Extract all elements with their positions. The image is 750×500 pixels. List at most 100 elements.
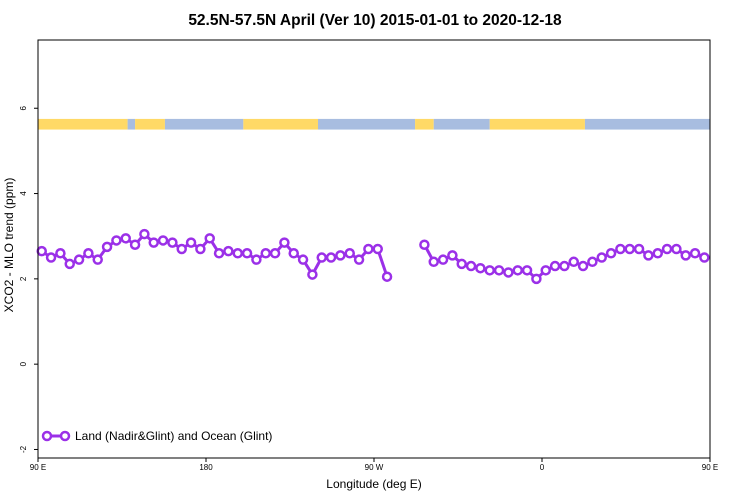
land-ocean-strip xyxy=(38,118,710,130)
y-tick-label: 0 xyxy=(19,361,28,366)
data-point xyxy=(512,265,523,276)
data-point xyxy=(587,256,598,268)
data-point xyxy=(447,250,458,261)
data-point xyxy=(73,254,85,265)
legend-marker-icon xyxy=(59,430,71,442)
legend: Land (Nadir&Glint) and Ocean (Glint) xyxy=(41,429,272,443)
x-tick-label: 90 W xyxy=(365,463,384,472)
data-point xyxy=(344,248,355,259)
x-axis: 90 E 180 90 W 0 90 E xyxy=(30,458,718,472)
data-point xyxy=(577,260,589,272)
data-point xyxy=(45,252,57,263)
data-point xyxy=(680,250,691,261)
data-point xyxy=(129,239,141,250)
data-point xyxy=(419,239,430,250)
data-point xyxy=(36,245,47,257)
data-point xyxy=(372,243,383,255)
data-point xyxy=(671,243,682,255)
data-point xyxy=(92,254,103,265)
data-point xyxy=(185,237,197,248)
data-point xyxy=(381,271,393,282)
data-point xyxy=(633,243,645,255)
data-point xyxy=(652,248,663,259)
strip-ocean xyxy=(127,118,136,130)
strip-ocean xyxy=(433,118,490,130)
y-tick-label: 2 xyxy=(19,276,28,281)
data-point xyxy=(335,250,346,261)
data-point xyxy=(689,248,701,259)
data-point xyxy=(568,256,579,268)
data-point xyxy=(596,252,607,263)
data-point xyxy=(111,235,122,246)
data-point xyxy=(167,237,178,248)
y-tick-label: -2 xyxy=(19,445,28,453)
x-tick-label: 90 E xyxy=(702,463,718,472)
data-point xyxy=(428,256,439,268)
data-point xyxy=(531,273,542,285)
data-point xyxy=(176,243,187,255)
data-point xyxy=(493,265,505,276)
series-layer xyxy=(36,228,710,285)
data-point xyxy=(503,267,514,278)
data-point xyxy=(288,248,299,259)
data-point xyxy=(316,252,327,263)
data-point xyxy=(559,260,570,272)
data-point xyxy=(204,233,215,244)
x-tick-label: 180 xyxy=(199,463,213,472)
data-point xyxy=(605,248,617,259)
data-point xyxy=(148,237,159,248)
data-point xyxy=(475,262,486,274)
data-point xyxy=(297,254,309,265)
data-point xyxy=(661,243,673,255)
data-point xyxy=(465,260,477,272)
data-point xyxy=(139,228,150,240)
strip-land xyxy=(135,118,165,130)
data-point xyxy=(120,233,131,244)
strip-ocean xyxy=(164,118,244,130)
strip-land xyxy=(489,118,585,130)
strip-land xyxy=(243,118,318,130)
data-point xyxy=(521,265,533,276)
chart-title: 52.5N-57.5N April (Ver 10) 2015-01-01 to… xyxy=(188,12,562,29)
data-point xyxy=(325,252,337,263)
data-point xyxy=(279,237,290,248)
data-point xyxy=(484,265,495,276)
x-axis-label: Longitude (deg E) xyxy=(326,477,421,491)
strip-land xyxy=(415,118,434,130)
data-point xyxy=(615,243,626,255)
data-point xyxy=(55,248,66,259)
y-tick-label: 4 xyxy=(19,191,28,196)
data-point xyxy=(699,252,710,263)
strip-land xyxy=(38,118,128,130)
data-point xyxy=(549,260,561,272)
data-point xyxy=(64,258,75,270)
data-point xyxy=(260,248,271,259)
data-point xyxy=(624,243,635,255)
data-point xyxy=(251,254,262,265)
data-point xyxy=(232,248,243,259)
data-point xyxy=(353,254,365,265)
x-tick-label: 0 xyxy=(540,463,545,472)
x-tick-label: 90 E xyxy=(30,463,46,472)
data-point xyxy=(195,243,206,255)
strip-ocean xyxy=(584,118,710,130)
strip-ocean xyxy=(318,118,416,130)
y-axis-label: XCO2 - MLO trend (ppm) xyxy=(2,178,16,313)
y-tick-label: 6 xyxy=(19,105,28,110)
data-point xyxy=(363,243,374,255)
data-point xyxy=(241,248,253,259)
data-point xyxy=(269,248,281,259)
data-point xyxy=(437,254,449,265)
legend-label: Land (Nadir&Glint) and Ocean (Glint) xyxy=(75,429,272,443)
data-point xyxy=(643,250,654,261)
legend-marker-icon xyxy=(41,430,53,442)
data-point xyxy=(83,248,94,259)
data-point xyxy=(456,258,467,270)
data-point xyxy=(101,241,113,253)
data-point xyxy=(307,269,318,280)
data-point xyxy=(157,235,169,246)
data-point xyxy=(540,265,551,276)
y-axis: -2 0 2 4 6 xyxy=(19,105,38,453)
data-point xyxy=(223,245,234,257)
